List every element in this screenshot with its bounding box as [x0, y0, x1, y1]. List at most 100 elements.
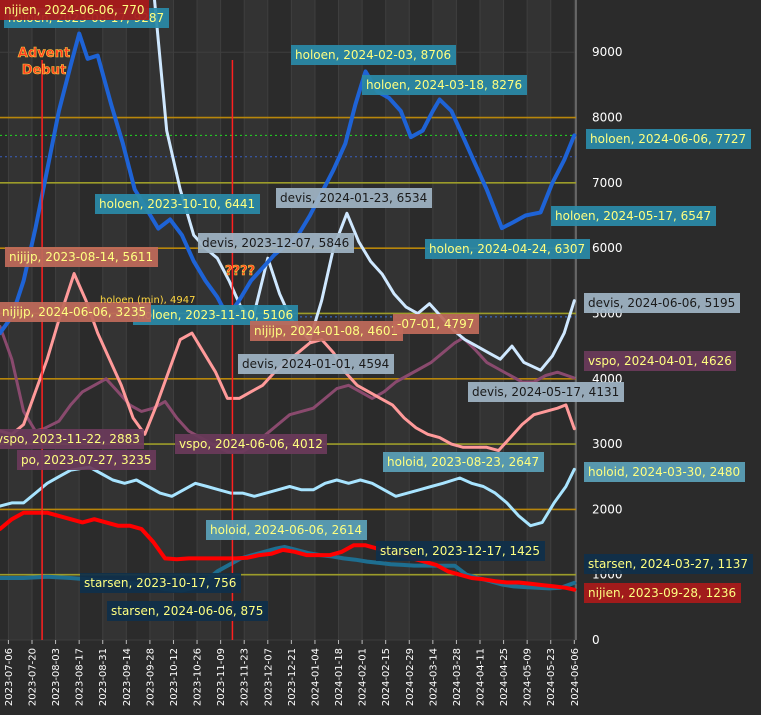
y-tick-label: 2000 [592, 502, 623, 516]
data-label-text: vspo, 2024-06-06, 4012 [179, 437, 323, 451]
data-label-text: starsen, 2023-12-17, 1425 [380, 544, 540, 558]
data-label-nijijp: nijijp, 2023-08-14, 5611 [5, 247, 158, 267]
x-tick-label: 2024-02-01 [358, 648, 369, 706]
data-label-text: holoen, 2024-03-18, 8276 [366, 78, 522, 92]
data-label-devis: devis, 2024-05-17, 4131 [468, 382, 624, 402]
x-tick-label: 2024-05-23 [546, 648, 557, 706]
data-label-text: devis, 2023-12-07, 5846 [202, 236, 349, 250]
y-tick-label: 7000 [592, 176, 623, 190]
data-label-box [17, 450, 156, 470]
data-label-devis: devis, 2024-01-01, 4594 [238, 354, 394, 374]
data-label-box [362, 75, 527, 95]
data-label-box [468, 382, 624, 402]
data-label-box [198, 233, 354, 253]
grid-band [527, 0, 551, 640]
data-label-box [586, 129, 751, 149]
x-tick-label: 2023-09-14 [122, 648, 133, 706]
data-label-box [80, 573, 241, 593]
data-label-vspo: vspo, 2024-06-06, 4012 [175, 434, 327, 454]
data-label-text: po, 2023-07-27, 3235 [21, 453, 152, 467]
x-tick-label: 2023-08-31 [98, 648, 109, 706]
data-label-holoen: holoen, 2024-06-06, 7727 [586, 129, 751, 149]
x-tick-label: 2023-11-09 [216, 648, 227, 706]
data-label-box [238, 354, 394, 374]
y-tick-label: 0 [592, 633, 600, 647]
data-label-text: holoid, 2024-06-06, 2614 [210, 523, 362, 537]
x-tick-label: 2024-04-11 [476, 648, 487, 706]
data-label-nijien: nijien, 2024-06-06, 770 [0, 0, 149, 20]
grid-band [574, 0, 576, 640]
data-label-holoen: holoen, 2023-10-10, 6441 [95, 194, 260, 214]
y-tick-label: 8000 [592, 111, 623, 125]
event-label-unknown: ???? [225, 264, 255, 279]
y-tick-label: 6000 [592, 241, 623, 255]
data-label-devis: devis, 2024-01-23, 6534 [276, 188, 432, 208]
annotations: Advent Debut???? holoen (min), 4947 [18, 46, 256, 306]
data-label-text: nijien, 2023-09-28, 1236 [588, 586, 736, 600]
data-label-text: starsen, 2024-06-06, 875 [111, 604, 263, 618]
x-tick-label: 2024-02-29 [405, 648, 416, 706]
data-label-nijien: nijien, 2023-09-28, 1236 [584, 583, 741, 603]
data-label-starsen: starsen, 2024-06-06, 875 [107, 601, 268, 621]
data-label-box [551, 206, 716, 226]
data-label-box [383, 452, 544, 472]
x-tick-label: 2024-01-18 [334, 648, 345, 706]
data-label-text: -07-01, 4797 [397, 317, 474, 331]
series-line-holoid [0, 465, 576, 528]
data-label-box [276, 188, 432, 208]
holoen-min-note: holoen (min), 4947 [100, 295, 196, 306]
data-label-text: vspo, 2023-11-22, 2883 [0, 432, 140, 446]
x-tick-label: 2024-01-04 [310, 648, 321, 706]
x-tick-label: 2024-05-09 [523, 648, 534, 706]
data-label-text: starsen, 2023-10-17, 756 [84, 576, 236, 590]
data-labels: holoen, 2023-08-17, 9287holoen, 2024-02-… [0, 0, 753, 621]
data-label-text: vspo, 2024-04-01, 4626 [588, 354, 732, 368]
data-label-text: nijijp, 2024-06-06, 3235 [2, 305, 146, 319]
x-tick-label: 2023-09-28 [145, 648, 156, 706]
data-label-box [175, 434, 327, 454]
y-tick-label: 9000 [592, 45, 623, 59]
x-tick-label: 2023-08-17 [75, 648, 86, 706]
data-label-text: holoen, 2024-05-17, 6547 [555, 209, 711, 223]
data-label-box [0, 302, 151, 322]
data-label-holoid: holoid, 2023-08-23, 2647 [383, 452, 544, 472]
x-tick-label: 2023-07-20 [28, 648, 39, 706]
x-tick-label: 2024-02-15 [381, 648, 392, 706]
data-label-box [393, 314, 479, 334]
x-axis: 2023-07-06 2023-07-20 2023-08-03 2023-08-17… [4, 640, 581, 706]
series-line-devis [153, 0, 576, 372]
data-label-devis: devis, 2024-06-06, 5195 [584, 293, 740, 313]
data-label-box [584, 351, 736, 371]
x-tick-label: 2023-12-07 [263, 648, 274, 706]
data-label-text: holoen, 2024-02-03, 8706 [295, 48, 451, 62]
data-label-holoen: holoen, 2024-03-18, 8276 [362, 75, 527, 95]
x-tick-label: 2024-04-25 [499, 648, 510, 706]
data-label-starsen: starsen, 2023-12-17, 1425 [376, 541, 545, 561]
data-label-vspo: po, 2023-07-27, 3235 [17, 450, 156, 470]
x-tick-label: 2023-11-23 [240, 648, 251, 706]
data-label-nijijp: nijijp, 2024-06-06, 3235 [0, 302, 151, 322]
data-label-nijijp: -07-01, 4797 [393, 314, 479, 334]
data-label-box [95, 194, 260, 214]
event-label-advent-debut: Debut [22, 63, 66, 78]
data-label-box [584, 583, 741, 603]
data-label-text: holoen, 2023-11-10, 5106 [137, 308, 293, 322]
data-label-holoen: holoen, 2024-02-03, 8706 [291, 45, 456, 65]
data-label-text: devis, 2024-01-01, 4594 [242, 357, 389, 371]
y-tick-label: 3000 [592, 437, 623, 451]
data-label-box [133, 305, 298, 325]
data-label-box [584, 293, 740, 313]
event-markers [41, 60, 234, 640]
data-label-box [250, 321, 403, 341]
data-label-box [291, 45, 456, 65]
data-label-holoen: holoen, 2024-05-17, 6547 [551, 206, 716, 226]
data-label-box [0, 0, 149, 20]
data-label-holoid: holoid, 2024-03-30, 2480 [584, 462, 745, 482]
x-tick-label: 2023-07-06 [4, 648, 15, 706]
data-label-box [0, 429, 144, 449]
data-label-text: nijijp, 2023-08-14, 5611 [9, 250, 153, 264]
data-label-box [107, 601, 268, 621]
data-label-text: holoen, 2024-04-24, 6307 [429, 242, 585, 256]
